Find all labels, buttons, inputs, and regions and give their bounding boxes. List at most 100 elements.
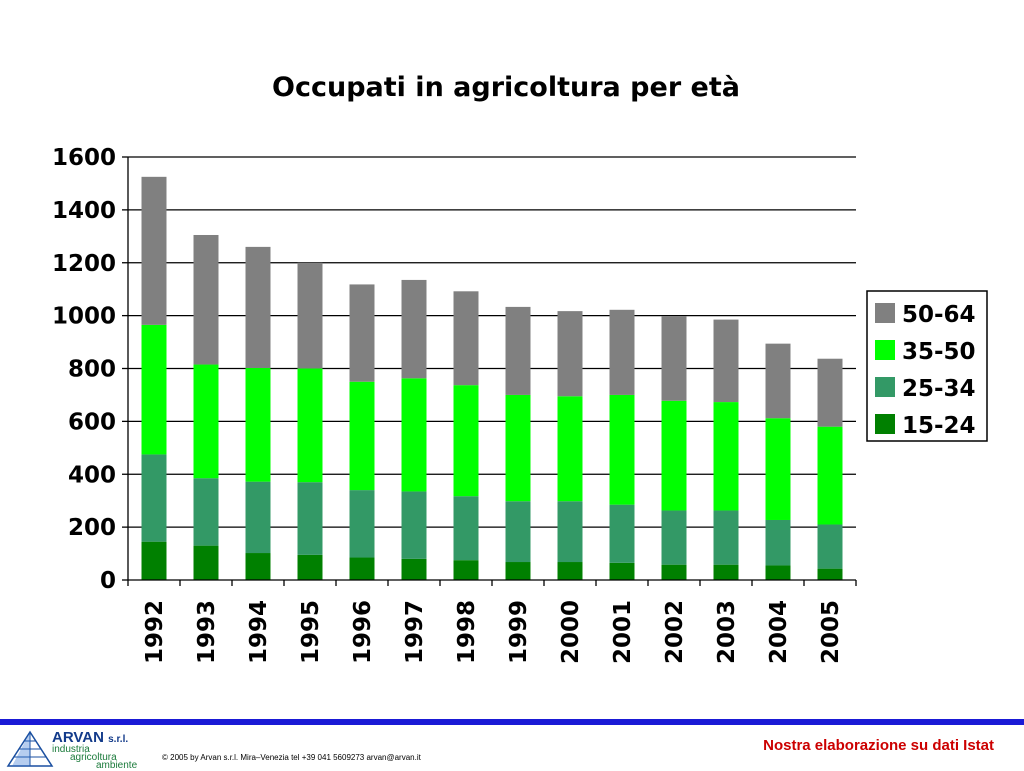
x-tick-label: 1999 (506, 600, 532, 664)
x-tick-label: 2001 (610, 600, 636, 664)
bar-50-64-1993 (193, 234, 219, 365)
bar-25-34-1994 (245, 481, 271, 554)
legend-swatch-15-24 (875, 414, 895, 434)
legend: 50-64 35-50 25-34 15-24 (866, 290, 988, 442)
source-note: Nostra elaborazione su dati Istat (763, 737, 994, 754)
bar-15-24-2004 (765, 565, 791, 580)
bar-35-50-2003 (713, 402, 739, 511)
logo-name: ARVAN s.r.l. (52, 729, 129, 746)
x-tick-label: 1997 (402, 600, 428, 664)
bar-25-34-1993 (193, 478, 219, 546)
x-tick-label: 2000 (558, 600, 584, 664)
legend-label-35-50: 35-50 (902, 339, 976, 365)
x-tick-label: 1995 (298, 600, 324, 664)
bar-50-64-2000 (557, 311, 583, 397)
bar-15-24-1993 (193, 545, 219, 580)
bar-50-64-1992 (141, 176, 167, 325)
bars (141, 176, 843, 580)
arvan-logo-icon (6, 730, 54, 767)
x-tick-label: 2002 (662, 600, 688, 664)
bar-35-50-1997 (401, 378, 427, 492)
y-tick-label: 1400 (52, 198, 116, 224)
bar-15-24-1992 (141, 541, 167, 580)
y-tick-label: 0 (100, 568, 116, 594)
bar-50-64-1995 (297, 262, 323, 369)
bar-50-64-2005 (817, 358, 843, 427)
y-tick-label: 600 (68, 409, 116, 435)
x-tick-label: 1992 (142, 600, 168, 664)
bar-15-24-2005 (817, 568, 843, 580)
bar-15-24-2001 (609, 562, 635, 580)
x-tick-label: 1994 (246, 600, 272, 664)
bar-15-24-1998 (453, 560, 479, 580)
y-tick-label: 1000 (52, 304, 116, 330)
bar-35-50-1995 (297, 368, 323, 483)
grid-lines (128, 156, 856, 528)
bar-35-50-2005 (817, 426, 843, 525)
bar-35-50-2001 (609, 394, 635, 505)
legend-label-25-34: 25-34 (902, 376, 976, 402)
bar-35-50-2004 (765, 418, 791, 520)
y-tick-label: 400 (68, 462, 116, 488)
bar-25-34-2000 (557, 501, 583, 563)
x-tick-label: 1993 (194, 600, 220, 664)
logo-suffix: s.r.l. (108, 734, 129, 745)
bar-15-24-1999 (505, 562, 531, 580)
bar-15-24-2002 (661, 564, 687, 580)
logo-line-1: industria (52, 744, 90, 755)
bar-50-64-1996 (349, 284, 375, 382)
bar-25-34-1999 (505, 501, 531, 563)
stacked-bar-chart: Occupati in agricoltura per età 0 200 400 6… (52, 72, 988, 664)
y-tick-label: 1600 (52, 145, 116, 171)
x-tick-label: 1996 (350, 600, 376, 664)
y-tick-label: 200 (68, 515, 116, 541)
bar-50-64-1997 (401, 279, 427, 379)
bar-15-24-1997 (401, 558, 427, 580)
bar-50-64-1998 (453, 291, 479, 386)
bar-35-50-1993 (193, 364, 219, 479)
bar-15-24-1995 (297, 554, 323, 580)
bar-25-34-1996 (349, 490, 375, 558)
bar-25-34-2002 (661, 510, 687, 565)
x-tick-labels: 1992 1993 1994 1995 1996 1997 1998 1999 2000 2001… (142, 600, 844, 664)
chart-title: Occupati in agricoltura per età (272, 72, 740, 103)
legend-label-15-24: 15-24 (902, 413, 976, 439)
bar-15-24-1996 (349, 557, 375, 580)
bar-35-50-1999 (505, 394, 531, 502)
bar-50-64-2001 (609, 309, 635, 395)
legend-label-50-64: 50-64 (902, 302, 976, 328)
x-tick-label: 1998 (454, 600, 480, 664)
legend-swatch-35-50 (875, 340, 895, 360)
bar-50-64-2003 (713, 319, 739, 403)
bar-35-50-1992 (141, 324, 167, 455)
bar-35-50-2000 (557, 396, 583, 502)
bar-35-50-1996 (349, 381, 375, 491)
copyright-text: © 2005 by Arvan s.r.l. Mira–Venezia tel … (162, 753, 421, 762)
bar-25-34-1997 (401, 491, 427, 559)
bar-25-34-2001 (609, 504, 635, 563)
y-tick-label: 1200 (52, 251, 116, 277)
bar-15-24-2003 (713, 564, 739, 580)
bar-50-64-2002 (661, 316, 687, 401)
x-tick-label: 2003 (714, 600, 740, 664)
bar-25-34-2005 (817, 524, 843, 569)
logo-line-3: ambiente (96, 760, 138, 771)
bar-35-50-1998 (453, 385, 479, 497)
bar-15-24-1994 (245, 553, 271, 580)
bar-25-34-1992 (141, 454, 167, 542)
bar-25-34-1998 (453, 496, 479, 561)
logo-line-2: agricoltura (70, 752, 117, 763)
legend-swatch-25-34 (875, 377, 895, 397)
y-tick-label: 800 (68, 357, 116, 383)
bar-25-34-2004 (765, 519, 791, 566)
legend-swatch-50-64 (875, 303, 895, 323)
bar-25-34-1995 (297, 482, 323, 555)
bar-35-50-2002 (661, 400, 687, 511)
bar-25-34-2003 (713, 510, 739, 565)
bar-50-64-1999 (505, 306, 531, 395)
bar-35-50-1994 (245, 367, 271, 482)
axes (122, 156, 857, 586)
y-tick-labels: 0 200 400 600 800 1000 1200 1400 1600 (52, 145, 116, 594)
footer-divider (0, 719, 1024, 725)
x-tick-label: 2004 (766, 600, 792, 664)
